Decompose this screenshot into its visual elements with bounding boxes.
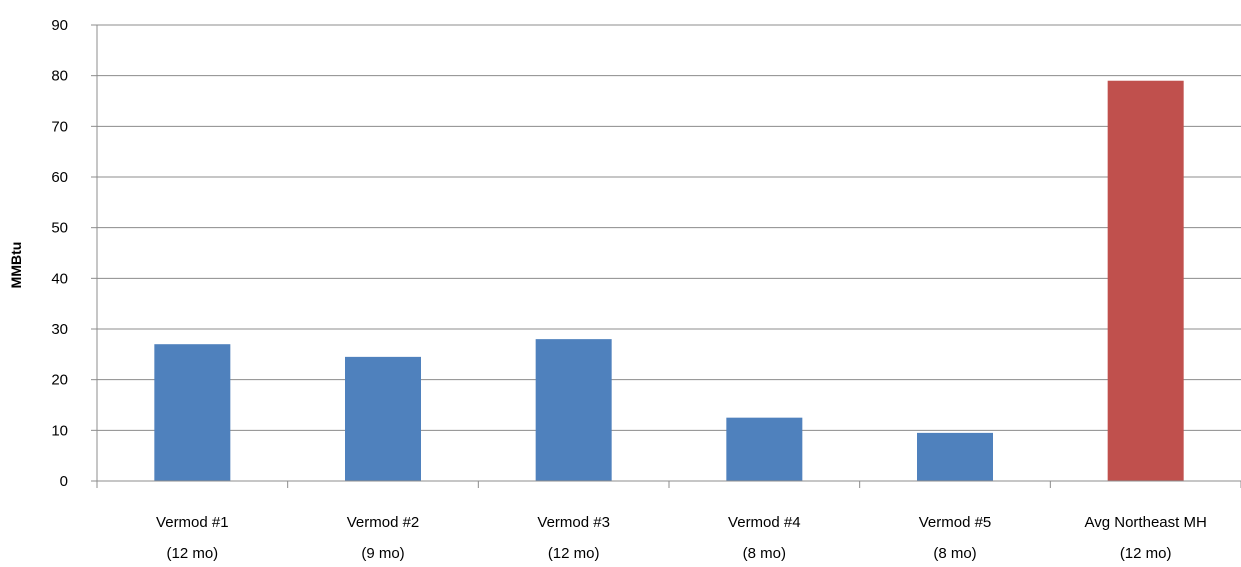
- x-label-2-period: (9 mo): [361, 545, 404, 562]
- x-label-5-name: Vermod #5: [919, 514, 992, 531]
- bar-1: [154, 344, 231, 481]
- bar-5: [917, 432, 993, 481]
- y-tick-label-60: 60: [51, 169, 68, 186]
- x-label-1-name: Vermod #1: [156, 514, 229, 531]
- x-label-2-name: Vermod #2: [347, 514, 420, 531]
- x-label-5-period: (8 mo): [933, 545, 976, 562]
- bars: [154, 80, 1184, 481]
- axes: [91, 24, 1241, 488]
- x-label-6-name: Avg Northeast MH: [1085, 514, 1207, 531]
- y-tick-label-40: 40: [51, 270, 68, 287]
- y-tick-label-30: 30: [51, 321, 68, 338]
- y-tick-label-20: 20: [51, 372, 68, 389]
- y-tick-label-10: 10: [51, 422, 68, 439]
- x-label-4-period: (8 mo): [743, 545, 786, 562]
- bar-6: [1107, 80, 1184, 481]
- y-tick-label-70: 70: [51, 118, 68, 135]
- y-axis-title: MMBtu: [8, 242, 24, 289]
- x-label-4-name: Vermod #4: [728, 514, 801, 531]
- x-label-6-period: (12 mo): [1120, 545, 1172, 562]
- y-tick-label-0: 0: [60, 473, 68, 490]
- bar-4: [726, 417, 803, 481]
- y-tick-label-80: 80: [51, 68, 68, 85]
- y-tick-label-90: 90: [51, 17, 68, 34]
- bar-2: [345, 356, 421, 481]
- x-label-3-period: (12 mo): [548, 545, 600, 562]
- x-category-labels: Vermod #1 (12 mo) Vermod #2 (9 mo) Vermod #3…: [156, 514, 1207, 562]
- x-label-3-name: Vermod #3: [537, 514, 610, 531]
- x-label-1-period: (12 mo): [166, 545, 218, 562]
- y-tick-labels: 0 10 20 30 40 50 60 70 80 90: [51, 17, 68, 490]
- gridlines: [97, 24, 1241, 431]
- y-tick-label-50: 50: [51, 220, 68, 237]
- bar-3: [535, 339, 612, 481]
